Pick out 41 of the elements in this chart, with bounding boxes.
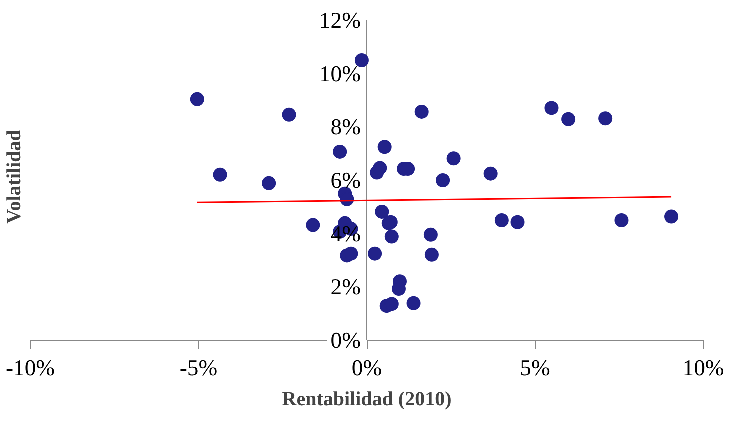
point bbox=[306, 218, 320, 232]
point bbox=[544, 101, 559, 116]
point bbox=[664, 210, 679, 224]
x-axis-title: Rentabilidad (2010) bbox=[282, 388, 452, 410]
point bbox=[333, 144, 348, 159]
point bbox=[424, 248, 439, 262]
point bbox=[424, 228, 438, 242]
y-tick-label: 8% bbox=[330, 114, 362, 140]
point bbox=[213, 168, 228, 182]
y-axis-title: Volatilidad bbox=[4, 130, 26, 224]
x-tick-label: -10% bbox=[6, 356, 56, 380]
point bbox=[406, 296, 421, 310]
point bbox=[614, 214, 629, 228]
y-tick-label: 12% bbox=[319, 8, 362, 33]
point bbox=[262, 176, 276, 190]
y-tick-label: 6% bbox=[330, 168, 362, 193]
y-tick-label: 10% bbox=[319, 61, 362, 86]
point bbox=[484, 166, 498, 181]
point bbox=[562, 112, 576, 126]
point bbox=[494, 214, 509, 228]
point bbox=[436, 174, 450, 188]
point bbox=[373, 161, 388, 176]
point bbox=[282, 108, 296, 122]
point bbox=[384, 297, 399, 312]
point bbox=[375, 204, 390, 219]
point bbox=[378, 140, 392, 154]
point bbox=[344, 246, 358, 261]
point bbox=[354, 54, 369, 68]
point bbox=[446, 152, 461, 166]
y-tick-label: 0% bbox=[330, 328, 362, 353]
x-tick-label: 10% bbox=[682, 356, 724, 380]
point bbox=[510, 215, 525, 230]
point bbox=[190, 92, 204, 106]
point bbox=[598, 112, 613, 126]
x-tick-label: 5% bbox=[520, 356, 550, 380]
y-tick-label: 2% bbox=[330, 274, 362, 300]
point bbox=[384, 230, 399, 244]
point bbox=[368, 246, 382, 261]
x-tick-label: -5% bbox=[180, 356, 218, 380]
x-tick-label: 0% bbox=[352, 356, 382, 380]
point bbox=[414, 104, 429, 119]
